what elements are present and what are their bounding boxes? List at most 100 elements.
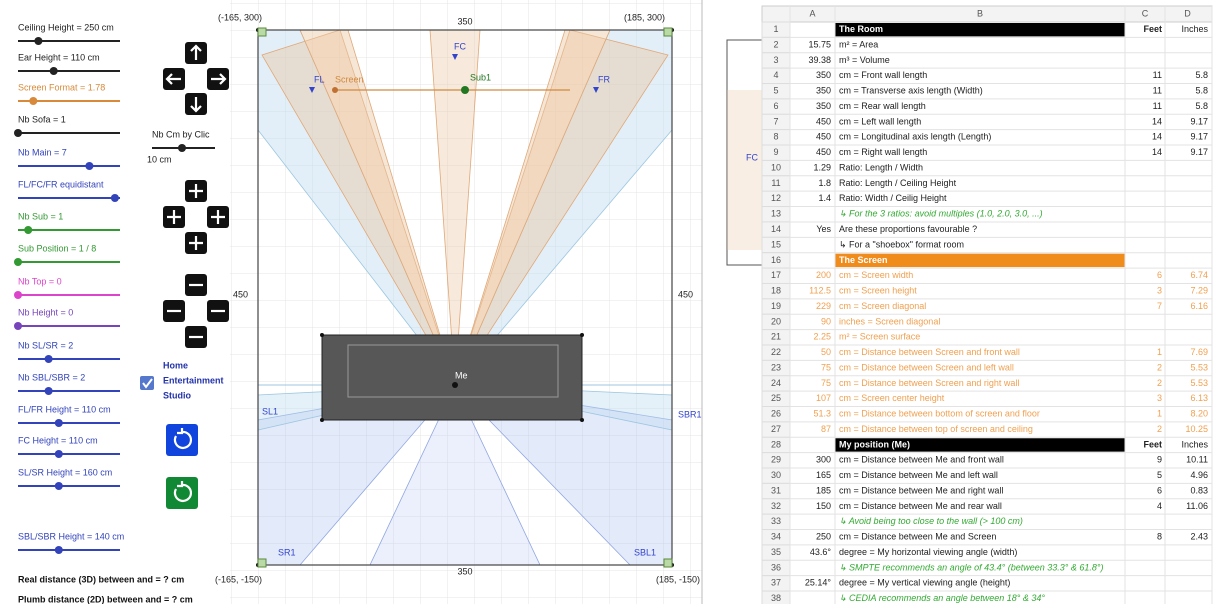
cell-text: 51.3 [813,409,831,419]
cell-text: 5.8 [1195,86,1208,96]
cell-text: 229 [816,301,831,311]
cell-text: 200 [816,270,831,280]
graphics-grid [230,0,702,604]
cell-text: cm = Distance between bottom of screen a… [839,409,1040,419]
cell-text: The Screen [839,255,888,265]
column-header: A [809,8,815,18]
header-cell [835,253,1125,268]
mini-label: FC [746,152,758,162]
cell-text: degree = My vertical viewing angle (heig… [839,578,1010,588]
corner-box [663,27,673,37]
row-number: 36 [771,562,781,572]
cell-text: ↳ For the 3 ratios: avoid multiples (1.0… [839,209,1043,219]
cell-text: 3 [1157,286,1162,296]
cell-text: 9.17 [1190,116,1208,126]
slider-knob[interactable] [178,144,186,152]
slider-knob[interactable] [14,291,22,299]
cell-text: Feet [1143,24,1162,34]
graphics-label: SR1 [278,547,296,557]
slider-knob[interactable] [14,258,22,266]
graphics-label: Sub1 [470,72,491,82]
slider-knob[interactable] [54,450,63,458]
cell-text: 5.53 [1190,362,1208,372]
slider-knob[interactable] [110,194,119,202]
cell-text: Inches [1181,439,1208,449]
slider-knob[interactable] [29,97,38,105]
footer-text: Plumb distance (2D) between and = ? cm [18,594,193,604]
cell-text: 75 [821,378,831,388]
slider-knob[interactable] [44,387,53,395]
slider-knob[interactable] [24,226,33,234]
vertex [580,418,584,422]
reset-button[interactable] [166,477,198,509]
graphics-label: SL1 [262,406,278,416]
graphics-label: SBL1 [634,547,656,557]
slider-knob[interactable] [85,162,94,170]
checkbox[interactable] [140,376,154,390]
cell-text: 2 [1157,378,1162,388]
corner-box [663,558,673,568]
row-number: 22 [771,347,781,357]
slider-knob[interactable] [34,37,43,45]
cell-text: 5 [1157,470,1162,480]
cell-text: My position (Me) [839,439,910,449]
slider-knob[interactable] [54,546,63,554]
button-icon [165,73,181,85]
cell-text: 11 [1153,86,1162,96]
check-icon [142,378,153,389]
slider-knob[interactable] [14,322,22,330]
button-icon [189,236,203,250]
speaker-marker [309,87,315,93]
mini-view [726,39,768,266]
row-number: 35 [771,547,781,557]
cell-text: cm = Screen diagonal [839,301,926,311]
slider-knob[interactable] [44,355,53,363]
graphics-label: Screen [335,74,364,84]
cell-text: The Room [839,24,883,34]
cell-text: cm = Distance between Screen and left wa… [839,362,1014,372]
row-number: 34 [771,532,781,542]
row-number: 5 [773,86,778,96]
cell-text: 0.83 [1190,485,1208,495]
header-cell [835,438,1125,452]
row-number: 33 [771,516,781,526]
cell-text: cm = Distance between Me and right wall [839,485,1003,495]
column-header: D [1184,8,1191,18]
slider-knob[interactable] [54,482,63,490]
cell-text: 25.14° [805,578,832,588]
cell-text: 1 [1157,347,1162,357]
slider-knob[interactable] [49,67,58,75]
row-number: 30 [771,470,781,480]
slider-label: SBL/SBR Height = 140 cm [18,531,124,541]
button-icon [189,184,203,198]
cell-text: 1.8 [818,178,831,188]
button-icon [211,210,225,224]
cell-text: Feet [1143,439,1162,449]
slider-label: Nb Height = 0 [18,307,73,317]
cell-text: 350 [816,86,831,96]
slider-label: Nb Main = 7 [18,147,67,157]
graphics-label: 350 [457,566,472,576]
row-number: 19 [771,301,781,311]
cell-text: 14 [1152,132,1162,142]
cell-text: cm = Distance between Me and Screen [839,532,996,542]
room-outline [257,29,673,566]
slider-knob[interactable] [14,129,22,137]
row-number: 2 [773,39,778,49]
cell-text: 7.29 [1190,286,1208,296]
row-number: 14 [771,224,781,234]
sub-point [461,86,469,94]
header-cell [835,23,1125,37]
reset-button[interactable] [166,424,198,456]
cell-text: 10.25 [1185,424,1208,434]
cell-text: 450 [816,132,831,142]
button-icon [211,73,227,85]
vertex [320,418,324,422]
row-number: 13 [771,209,781,219]
slider-label: Nb Top = 0 [18,276,62,286]
cell-text: cm = Front wall length [839,70,927,80]
slider-knob[interactable] [54,419,63,427]
corner-box [257,558,267,568]
cell-text: 6.74 [1190,270,1208,280]
slider-label: FC Height = 110 cm [18,435,98,445]
